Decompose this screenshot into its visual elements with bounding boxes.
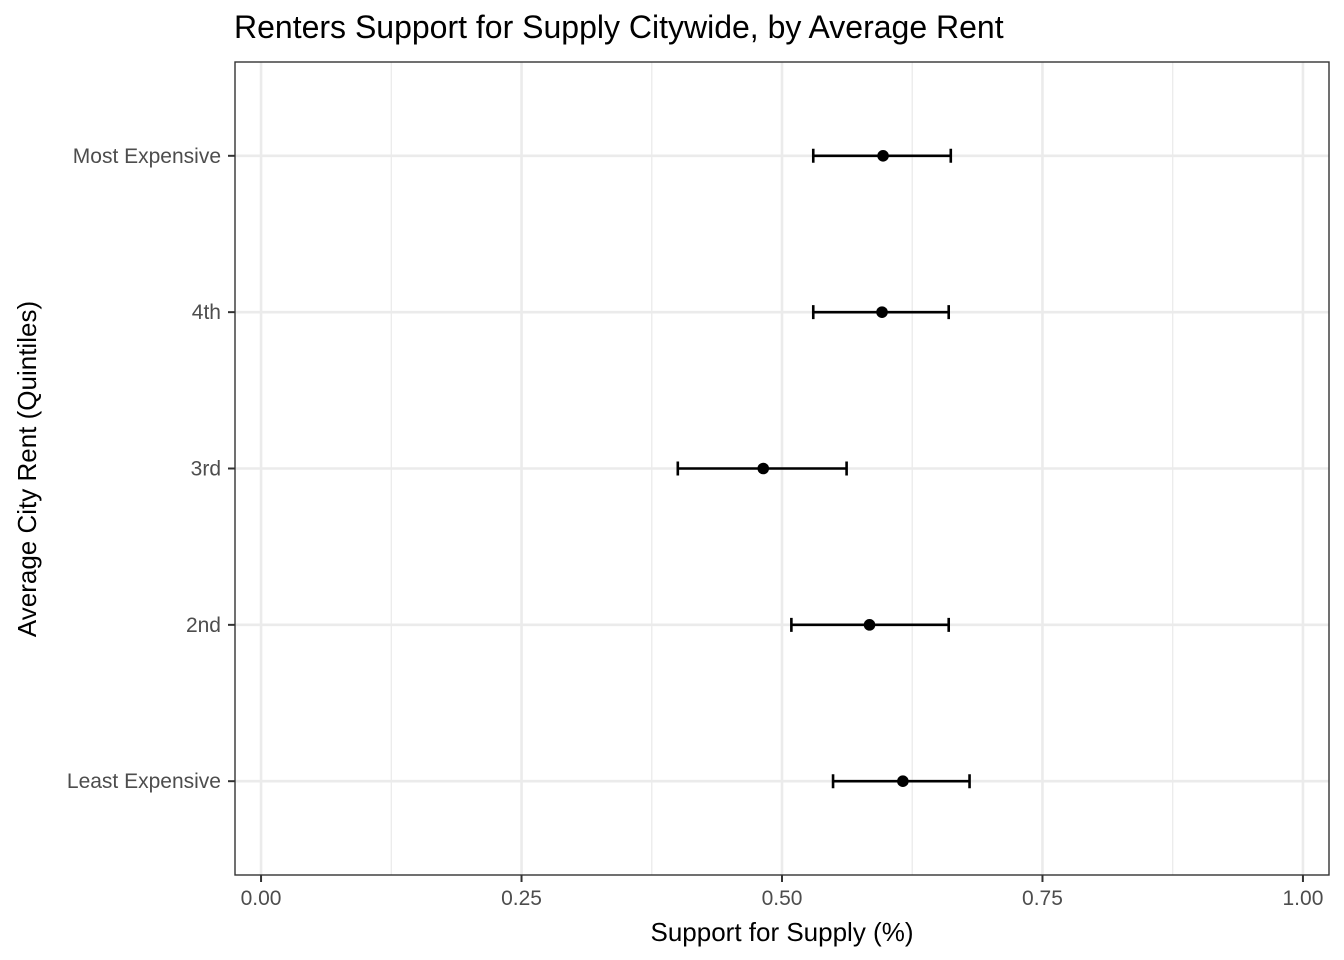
chart-title: Renters Support for Supply Citywide, by … xyxy=(234,9,1004,45)
y-tick-label: 2nd xyxy=(186,614,221,637)
data-point xyxy=(757,462,770,475)
data-point xyxy=(863,619,876,631)
x-axis-title: Support for Supply (%) xyxy=(650,917,913,947)
x-tick-label: 0.50 xyxy=(762,887,803,910)
x-tick-label: 1.00 xyxy=(1283,887,1324,910)
data-point xyxy=(877,150,889,162)
y-tick-label: Least Expensive xyxy=(67,770,221,793)
plot-panel: 0.00 0.25 0.50 0.75 1.00 Least Expensive 2nd 3r… xyxy=(67,61,1330,910)
y-tick-label: 3rd xyxy=(191,458,221,481)
x-tick-label: 0.25 xyxy=(501,887,542,910)
y-tick-label: Most Expensive xyxy=(73,145,221,168)
x-tick-label: 0.00 xyxy=(241,887,282,910)
data-point xyxy=(876,306,888,318)
y-axis-title: Average City Rent (Quintiles) xyxy=(12,301,42,637)
x-tick-label: 0.75 xyxy=(1022,887,1063,910)
data-point xyxy=(897,775,909,787)
y-tick-label: 4th xyxy=(192,301,221,324)
